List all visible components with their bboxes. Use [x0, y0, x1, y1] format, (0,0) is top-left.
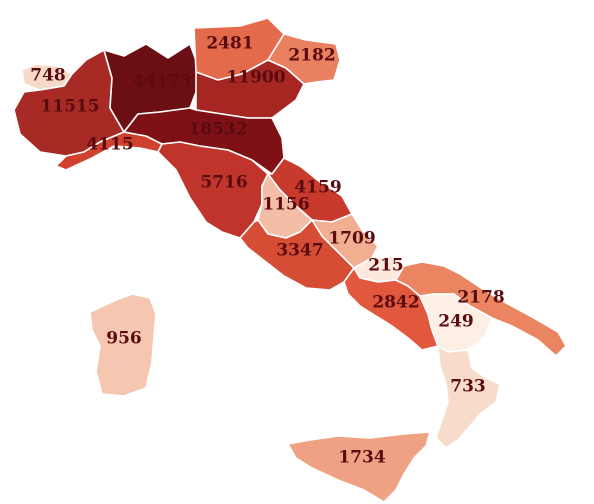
label-veneto: 11900: [226, 68, 285, 88]
region-sardegna: [89, 293, 157, 397]
region-basilicata: [419, 293, 493, 353]
label-friuli-venezia-giulia: 2182: [288, 46, 335, 66]
label-abruzzo: 1709: [328, 229, 375, 249]
region-toscana: [157, 141, 269, 239]
label-trentino-alto-adige: 2481: [206, 34, 253, 54]
label-lazio: 3347: [276, 241, 323, 261]
label-molise: 215: [368, 256, 404, 276]
label-calabria: 733: [450, 377, 486, 397]
label-lombardia: 44173: [132, 72, 191, 92]
label-puglia: 2178: [457, 288, 504, 308]
label-emilia-romagna: 18532: [188, 120, 247, 140]
label-toscana: 5716: [200, 173, 247, 193]
label-basilicata: 249: [438, 312, 474, 332]
label-sardegna: 956: [106, 329, 142, 349]
label-liguria: 4115: [86, 135, 133, 155]
label-valle-daosta: 748: [30, 66, 66, 86]
region-friuli-venezia-giulia: [267, 33, 341, 85]
label-campania: 2842: [372, 293, 419, 313]
region-sicilia: [287, 431, 431, 503]
region-calabria: [435, 345, 501, 449]
label-umbria: 1156: [262, 195, 309, 215]
label-piemonte: 11515: [40, 97, 99, 117]
label-sicilia: 1734: [338, 448, 385, 468]
label-marche: 4159: [294, 178, 341, 198]
region-abruzzo: [311, 213, 379, 269]
